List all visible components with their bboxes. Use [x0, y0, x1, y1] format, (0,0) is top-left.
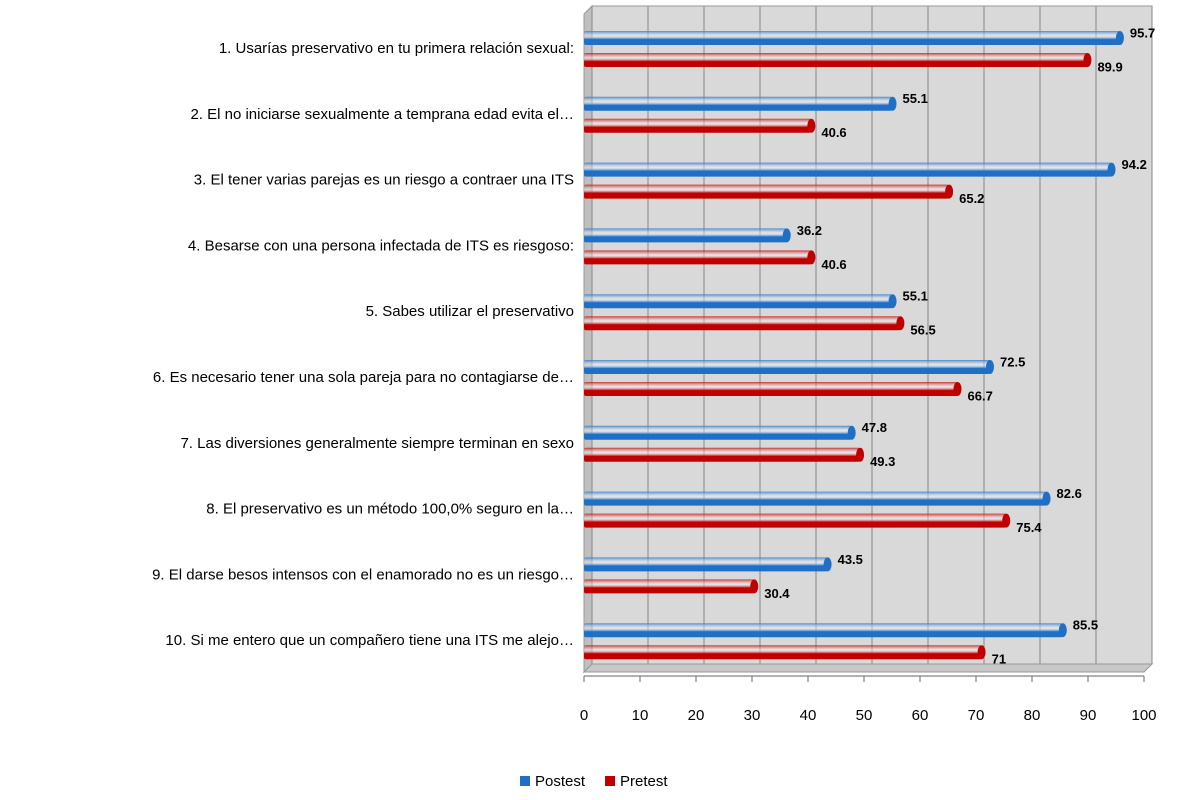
x-tick-label: 100 — [1131, 707, 1156, 724]
x-tick-label: 60 — [912, 707, 929, 724]
value-label: 85.5 — [1073, 618, 1098, 633]
x-tick-label: 30 — [744, 707, 761, 724]
category-label: 2. El no iniciarse sexualmente a tempran… — [190, 106, 574, 123]
bar-cap — [953, 382, 962, 396]
bar — [584, 250, 812, 265]
value-label: 30.4 — [764, 586, 790, 601]
value-label: 49.3 — [870, 454, 895, 469]
bar-cap — [856, 447, 865, 462]
value-label: 56.5 — [910, 323, 935, 338]
bar-cap — [896, 316, 905, 331]
value-label: 94.2 — [1122, 157, 1147, 172]
category-label: 8. El preservativo es un método 100,0% s… — [206, 501, 574, 518]
value-label: 55.1 — [903, 289, 928, 304]
value-label: 75.4 — [1016, 520, 1042, 535]
bar — [584, 382, 958, 396]
bar-cap — [807, 250, 816, 265]
bar — [584, 623, 1063, 638]
bar-cap — [1002, 513, 1011, 528]
bar — [584, 513, 1007, 528]
x-tick-label: 10 — [632, 707, 649, 724]
category-label: 10. Si me entero que un compañero tiene … — [165, 632, 574, 649]
bar — [584, 118, 812, 133]
x-tick-label: 90 — [1080, 707, 1097, 724]
bar — [584, 162, 1112, 177]
value-label: 82.6 — [1057, 486, 1082, 501]
category-label: 5. Sabes utilizar el preservativo — [366, 303, 574, 320]
legend-swatch — [605, 776, 616, 786]
value-label: 47.8 — [862, 420, 887, 435]
x-tick-label: 40 — [800, 707, 817, 724]
x-tick-label: 80 — [1024, 707, 1041, 724]
value-label: 71 — [992, 652, 1006, 667]
category-label: 3. El tener varias parejas es un riesgo … — [194, 172, 574, 189]
category-label: 1. Usarías preservativo en tu primera re… — [219, 40, 574, 57]
bar — [584, 360, 990, 374]
value-label: 40.6 — [821, 125, 846, 140]
x-tick-label: 50 — [856, 707, 873, 724]
bar — [584, 53, 1088, 67]
bar-cap — [977, 645, 986, 660]
value-label: 95.7 — [1130, 25, 1155, 40]
bar-cap — [888, 294, 897, 309]
x-tick-label: 20 — [688, 707, 705, 724]
bar-cap — [1083, 53, 1092, 67]
floor — [582, 663, 1154, 673]
value-label: 72.5 — [1000, 354, 1025, 369]
category-label: 9. El darse besos intensos con el enamor… — [152, 566, 574, 583]
bar-cap — [847, 425, 856, 440]
value-label: 43.5 — [838, 552, 863, 567]
bar-cap — [750, 579, 759, 594]
bar-cap — [782, 228, 791, 243]
bar-cap — [986, 360, 994, 374]
bar — [584, 579, 755, 594]
category-label: 7. Las diversiones generalmente siempre … — [180, 435, 574, 452]
bar — [584, 557, 828, 572]
bar — [584, 491, 1047, 506]
value-label: 66.7 — [968, 388, 993, 403]
bar — [584, 96, 893, 111]
bar — [584, 228, 787, 243]
legend-label: Pretest — [620, 773, 668, 790]
value-label: 65.2 — [959, 191, 984, 206]
bar-cap — [1042, 491, 1051, 506]
bar-cap — [823, 557, 832, 572]
bar-cap — [945, 184, 954, 199]
bar-cap — [888, 96, 897, 111]
x-tick-label: 70 — [968, 707, 985, 724]
bar-cap — [1115, 31, 1124, 45]
legend-label: Postest — [535, 773, 586, 790]
bar-cap — [1107, 162, 1116, 177]
category-label: 6. Es necesario tener una sola pareja pa… — [153, 369, 574, 386]
bar — [584, 294, 893, 309]
value-label: 36.2 — [797, 223, 822, 238]
x-tick-label: 0 — [580, 707, 588, 724]
bar — [584, 316, 901, 331]
bar — [584, 184, 950, 199]
bar — [584, 645, 982, 660]
value-label: 40.6 — [821, 257, 846, 272]
bar — [584, 425, 852, 440]
value-label: 89.9 — [1097, 59, 1122, 74]
bar — [584, 31, 1120, 45]
legend-swatch — [520, 776, 530, 786]
value-label: 55.1 — [903, 91, 928, 106]
category-label: 4. Besarse con una persona infectada de … — [188, 237, 574, 254]
bar-cap — [1058, 623, 1067, 638]
bar-cap — [807, 118, 816, 133]
bar — [584, 447, 861, 462]
